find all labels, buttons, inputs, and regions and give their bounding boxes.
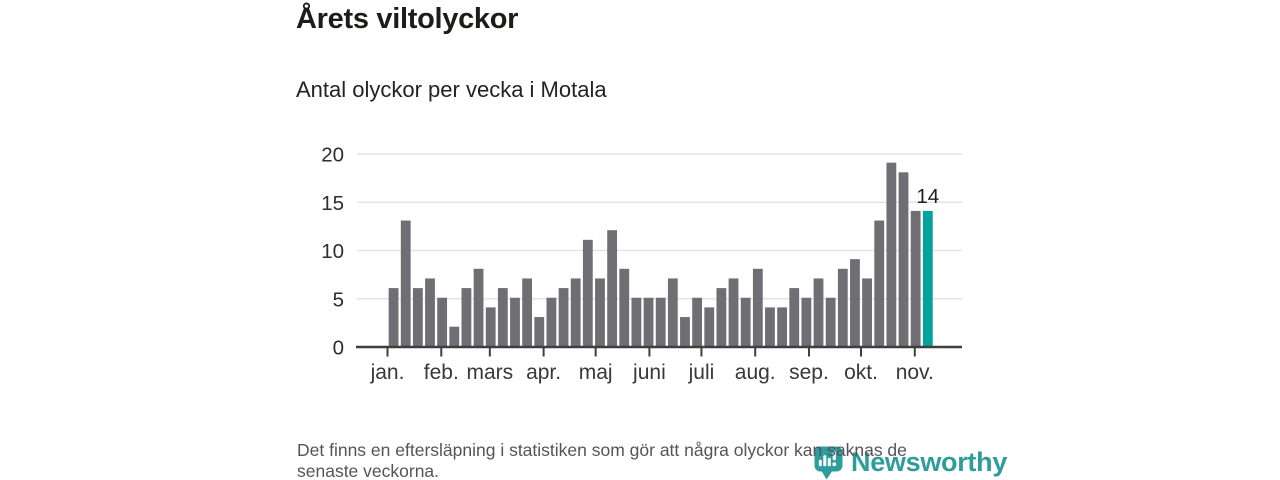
x-tick-label: juni <box>632 361 666 384</box>
bar-week-38 <box>837 268 848 346</box>
x-tick-label: okt. <box>844 361 878 384</box>
newsworthy-watermark: Newsworthy <box>814 446 1007 480</box>
bar-week-27 <box>704 307 715 346</box>
bar-week-10 <box>497 288 508 346</box>
footnote-line: senaste veckorna. <box>297 461 440 480</box>
x-tick-label: feb. <box>424 361 459 384</box>
bar-week-39 <box>850 259 860 346</box>
x-tick-label: apr. <box>526 361 561 384</box>
bar-week-6 <box>449 326 460 346</box>
bar-week-36 <box>813 278 824 346</box>
bar-week-44 <box>910 210 921 346</box>
bar-week-5 <box>437 297 448 346</box>
y-tick-label: 5 <box>333 288 344 311</box>
bar-week-28 <box>716 288 727 346</box>
bar-week-31 <box>752 268 763 346</box>
x-tick-label: aug. <box>735 361 776 384</box>
y-tick-label: 10 <box>321 240 344 263</box>
bar-week-43 <box>898 172 909 346</box>
bar-week-40 <box>862 278 872 346</box>
bar-week-21 <box>631 297 642 346</box>
weekly-accidents-bar-chart: 0 5 10 15 20 jan. feb. mars apr. maj juni juli aug. s… <box>321 144 962 384</box>
bar-week-30 <box>740 297 751 346</box>
footnote: Det finns en eftersläpning i statistiken… <box>297 440 907 480</box>
y-tick-label: 20 <box>321 144 344 167</box>
bar-week-11 <box>510 297 520 346</box>
chart-subtitle: Antal olyckor per vecka i Motala <box>296 77 607 102</box>
bar-week-8 <box>473 268 484 346</box>
bar-week-9 <box>485 307 496 346</box>
bar-week-37 <box>825 297 836 346</box>
bar-week-15 <box>558 288 569 346</box>
bar-week-14 <box>546 297 557 346</box>
bar-week-20 <box>619 268 630 346</box>
bar-week-25 <box>680 317 690 346</box>
bar-week-26 <box>692 297 703 346</box>
bar-week-29 <box>728 278 739 346</box>
bar-week-3 <box>412 288 423 346</box>
bar-week-19 <box>607 230 618 346</box>
y-tick-label: 0 <box>333 337 344 360</box>
last-value-label: 14 <box>916 185 939 208</box>
bar-week-41 <box>874 220 885 346</box>
bar-week-4 <box>425 278 435 346</box>
bar-week-32 <box>765 307 775 346</box>
bar-week-23 <box>655 297 666 346</box>
newsworthy-logo-icon <box>814 446 843 480</box>
x-tick-label: jan. <box>370 361 405 384</box>
bar-week-35 <box>801 297 812 346</box>
footnote-line: Det finns en eftersläpning i statistiken… <box>297 440 907 460</box>
newsworthy-wordmark: Newsworthy <box>851 447 1008 477</box>
x-tick-label: nov. <box>896 361 934 384</box>
bar-week-22 <box>643 297 654 346</box>
x-tick-label: mars <box>466 361 513 384</box>
bar-week-16 <box>570 278 581 346</box>
x-tick-label: juli <box>688 361 715 384</box>
bar-week-45 <box>922 210 933 346</box>
bar-week-2 <box>400 220 411 346</box>
y-tick-label: 15 <box>321 192 344 215</box>
bar-week-34 <box>789 288 800 346</box>
x-tick-label: maj <box>579 361 613 384</box>
bar-week-33 <box>777 307 787 346</box>
bar-week-17 <box>582 239 593 346</box>
bar-week-12 <box>522 278 533 346</box>
bar-week-42 <box>886 162 897 346</box>
bar-week-24 <box>667 278 678 346</box>
bar-week-7 <box>461 288 472 346</box>
bar-week-13 <box>534 317 545 346</box>
bar-week-1 <box>388 288 399 346</box>
chart-title: Årets viltolyckor <box>296 3 519 35</box>
bar-week-18 <box>595 278 605 346</box>
x-tick-label: sep. <box>789 361 829 384</box>
